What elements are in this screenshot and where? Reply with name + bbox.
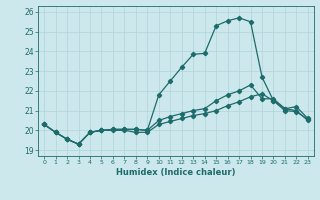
X-axis label: Humidex (Indice chaleur): Humidex (Indice chaleur) [116,168,236,177]
